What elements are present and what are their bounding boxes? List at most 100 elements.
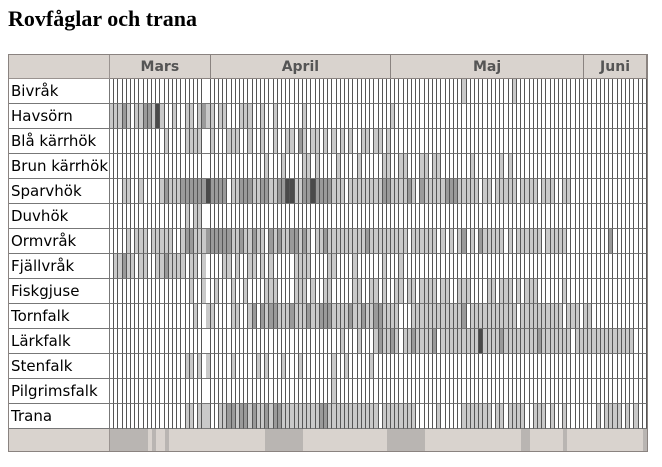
footer-cell xyxy=(642,429,647,451)
day-cell xyxy=(302,204,308,229)
day-cell xyxy=(210,154,215,179)
day-cell xyxy=(630,254,635,279)
day-cell xyxy=(470,279,475,304)
day-cell xyxy=(462,279,467,304)
day-cell xyxy=(328,154,333,179)
day-cell xyxy=(533,154,538,179)
day-cell xyxy=(449,79,455,104)
day-cell xyxy=(340,304,345,329)
day-cell xyxy=(433,304,438,329)
day-cell xyxy=(336,179,341,204)
day-cell xyxy=(588,254,593,279)
day-cell xyxy=(365,129,371,154)
day-cell xyxy=(378,104,383,129)
day-cell xyxy=(311,279,316,304)
day-cell xyxy=(630,79,635,104)
day-cell xyxy=(361,154,366,179)
day-cell xyxy=(349,154,354,179)
day-cell xyxy=(416,79,421,104)
day-cell xyxy=(403,229,408,254)
day-cell xyxy=(311,304,316,329)
day-cell xyxy=(177,229,182,254)
day-cell xyxy=(445,304,450,329)
day-cell xyxy=(248,304,253,329)
day-cell xyxy=(454,254,459,279)
day-cell xyxy=(378,154,383,179)
day-cell xyxy=(420,204,425,229)
day-cell xyxy=(277,279,283,304)
day-cell xyxy=(248,329,253,354)
day-cell xyxy=(181,304,186,329)
day-cell xyxy=(550,254,555,279)
day-cell xyxy=(282,129,287,154)
day-cell xyxy=(466,104,471,129)
day-cell xyxy=(269,254,274,279)
day-cell xyxy=(424,279,429,304)
day-cell xyxy=(370,254,375,279)
day-cell xyxy=(298,304,303,329)
day-cell xyxy=(277,179,283,204)
day-cell xyxy=(386,154,392,179)
day-cell xyxy=(449,129,455,154)
day-cell xyxy=(256,79,262,104)
day-cell xyxy=(256,229,262,254)
day-cell xyxy=(374,79,379,104)
day-cell xyxy=(198,304,203,329)
day-cell xyxy=(294,129,299,154)
day-cell xyxy=(437,104,442,129)
day-cell xyxy=(122,254,127,279)
day-cell xyxy=(219,279,224,304)
day-cell xyxy=(386,254,392,279)
day-cell xyxy=(537,104,543,129)
day-cell xyxy=(235,254,241,279)
day-cell xyxy=(206,229,211,254)
day-cell xyxy=(529,304,534,329)
day-cell xyxy=(525,254,530,279)
day-cell xyxy=(454,279,459,304)
day-cell xyxy=(240,254,245,279)
day-cell xyxy=(269,179,274,204)
day-cell xyxy=(546,154,551,179)
day-cell xyxy=(286,179,291,204)
day-cell xyxy=(537,129,543,154)
day-cell xyxy=(110,154,115,179)
day-cell xyxy=(252,304,257,329)
day-cell xyxy=(621,304,627,329)
day-cell xyxy=(214,79,220,104)
day-cell xyxy=(240,104,245,129)
day-cell xyxy=(395,204,400,229)
day-cell xyxy=(349,104,354,129)
day-cell xyxy=(391,104,396,129)
day-cell xyxy=(554,104,559,129)
day-cell xyxy=(282,104,287,129)
day-cell xyxy=(235,104,241,129)
day-cell xyxy=(160,104,165,129)
day-cell xyxy=(529,204,534,229)
day-cell xyxy=(198,204,203,229)
day-cell xyxy=(168,129,173,154)
day-cell xyxy=(302,104,308,129)
day-cell xyxy=(110,179,115,204)
day-cell xyxy=(592,304,597,329)
day-cell xyxy=(529,279,534,304)
day-cell xyxy=(353,104,358,129)
day-cell xyxy=(596,79,601,104)
day-cell xyxy=(189,79,194,104)
day-cell xyxy=(592,279,597,304)
day-cell xyxy=(357,79,362,104)
day-cell xyxy=(470,254,475,279)
day-cell xyxy=(546,79,551,104)
day-cell xyxy=(433,179,438,204)
day-cell xyxy=(294,154,299,179)
day-cell xyxy=(130,79,136,104)
day-cell xyxy=(458,104,463,129)
day-cell xyxy=(122,229,127,254)
day-cell xyxy=(563,129,568,154)
day-cell xyxy=(516,129,522,154)
day-cell xyxy=(428,229,434,254)
day-cell xyxy=(248,79,253,104)
day-cell xyxy=(223,254,228,279)
day-cell xyxy=(156,179,161,204)
day-cell xyxy=(164,254,169,279)
day-cell xyxy=(491,129,496,154)
